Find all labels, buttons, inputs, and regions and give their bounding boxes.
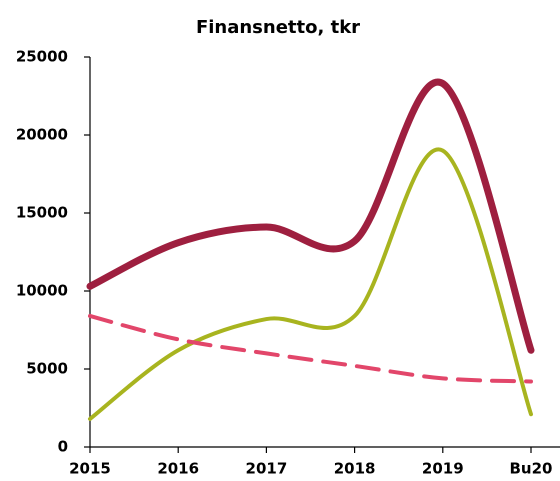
y-tick-label: 5000 [26, 360, 68, 378]
y-tick-label: 15000 [16, 204, 68, 222]
x-tick-label: 2016 [157, 460, 199, 478]
x-tick-label: Bu20 [510, 460, 553, 478]
chart-title: Finansnetto, tkr [196, 17, 360, 38]
y-tick-label: 25000 [16, 48, 68, 66]
x-tick-label: 2018 [334, 460, 376, 478]
y-tick-label: 0 [58, 438, 68, 456]
y-tick-label: 10000 [16, 282, 68, 300]
x-tick-label: 2019 [422, 460, 464, 478]
x-tick-label: 2017 [246, 460, 288, 478]
x-tick-label: 2015 [69, 460, 111, 478]
y-tick-label: 20000 [16, 126, 68, 144]
series-line [88, 313, 533, 384]
series-line [88, 147, 533, 421]
series-line [86, 78, 535, 354]
